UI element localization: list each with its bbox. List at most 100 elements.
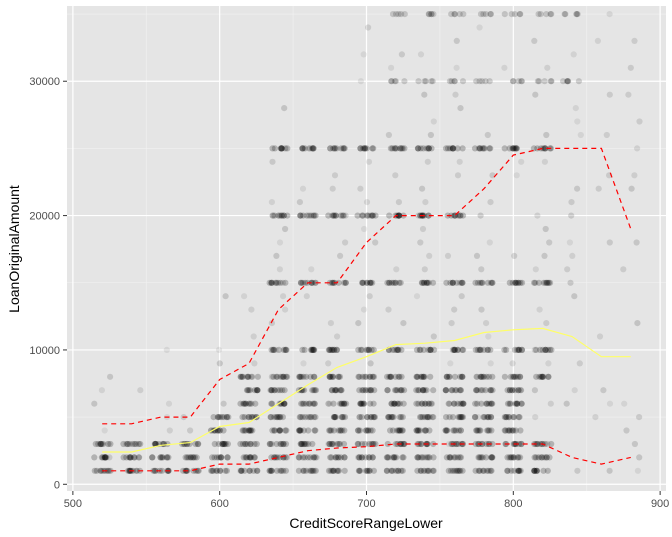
data-point [210,467,217,474]
data-point [489,172,496,179]
data-point [280,373,287,380]
data-point [413,373,421,380]
data-point [443,279,450,286]
data-point [396,279,403,286]
data-point [501,346,508,353]
data-point [430,414,437,421]
data-point [310,454,317,461]
data-point [297,414,304,421]
data-point [129,440,136,448]
data-point [423,279,430,286]
data-point [414,454,421,461]
data-point [568,199,575,206]
data-point [357,467,364,474]
data-point [328,373,335,380]
data-point [395,346,402,353]
data-point [564,78,571,85]
data-point [239,427,246,434]
data-point [473,427,480,434]
data-point [358,454,366,461]
data-point [510,454,517,461]
data-point [329,373,336,380]
data-point [535,279,543,286]
data-point [359,373,366,380]
data-point [355,454,362,461]
data-point [282,427,289,434]
data-point [297,427,304,434]
data-point [237,373,245,380]
data-point [311,400,318,407]
data-point [385,414,392,421]
data-point [338,387,345,394]
data-point [210,414,217,421]
data-point [573,11,580,18]
data-point [518,400,525,407]
data-point [221,440,228,448]
data-point [341,427,348,434]
y-tick-label: 20000 [29,211,60,223]
data-point [459,373,466,380]
data-point [543,320,550,327]
data-point [567,279,574,286]
data-point [268,467,275,474]
data-point [244,373,251,380]
data-point [278,145,285,152]
data-point [417,51,425,58]
data-point [396,414,403,421]
data-point [215,454,223,461]
data-point [369,454,376,461]
data-point [539,145,547,152]
data-point [508,454,515,461]
data-point [631,37,638,45]
data-point [394,387,401,394]
data-point [430,333,437,340]
data-point [392,172,399,179]
data-point [394,346,401,353]
data-point [395,11,402,18]
data-point [297,440,304,448]
data-point [331,346,338,353]
data-point [354,440,361,448]
data-point [299,414,306,421]
data-point [301,346,308,353]
data-point [243,387,251,394]
data-point [477,346,484,353]
data-point [488,279,495,286]
data-point [542,346,549,353]
data-point [278,467,285,474]
data-point [357,145,364,152]
data-point [341,145,348,152]
data-point [325,440,332,448]
data-point [341,454,348,461]
data-point [507,400,514,407]
data-point [545,279,552,286]
data-point [356,454,363,461]
data-point [447,145,454,152]
data-point [532,414,539,421]
data-point [443,427,450,434]
data-point [274,454,281,461]
data-point [384,373,391,380]
data-point [359,212,367,219]
data-point [456,212,464,219]
data-point [387,373,395,380]
data-point [486,145,493,152]
data-point [270,373,277,380]
data-point [326,373,333,380]
data-point [449,279,456,286]
data-point [329,185,336,192]
data-point [531,346,538,353]
data-point [453,440,460,448]
data-point [548,78,555,85]
data-point [213,467,220,474]
data-point [355,440,362,448]
data-point [419,414,426,421]
data-point [280,440,287,448]
data-point [394,400,401,407]
data-point [422,427,429,434]
data-point [358,400,365,407]
data-point [367,212,374,219]
data-point [395,373,402,380]
data-point [392,279,399,286]
data-point [237,440,244,448]
